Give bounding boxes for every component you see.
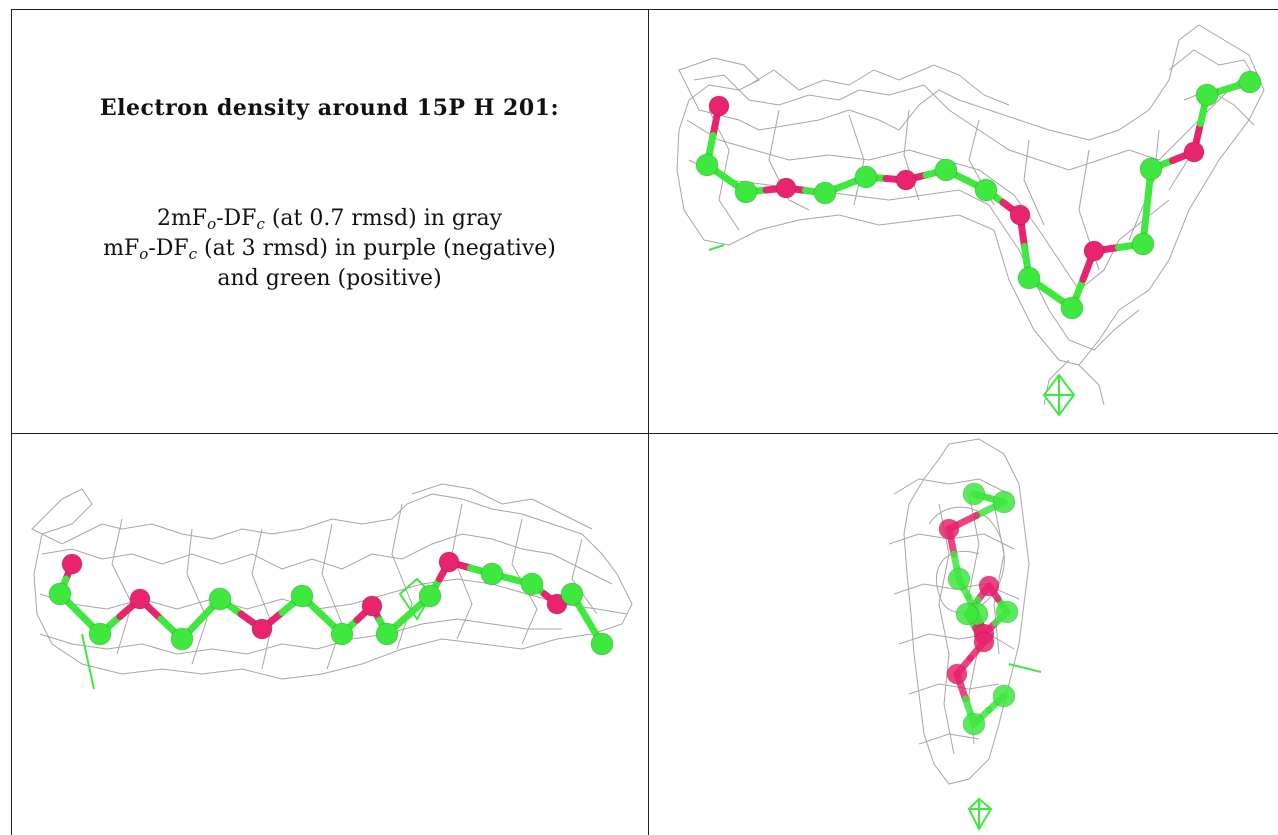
grid-line-top	[11, 9, 1278, 10]
carbon-atom	[290, 584, 314, 608]
carbon-atom	[992, 490, 1016, 514]
oxygen-atom	[361, 595, 383, 617]
molecule-view-top-right	[649, 10, 1278, 433]
figure-description: 2mFo-DFc (at 0.7 rmsd) in gray mFo-DFc (…	[11, 204, 648, 294]
oxygen-atom	[1009, 204, 1031, 226]
carbon-atom	[1238, 70, 1262, 94]
carbon-atom	[1195, 83, 1219, 107]
grid-line-middle-horizontal	[11, 433, 1278, 434]
oxygen-atom	[1083, 240, 1105, 262]
carbon-atom	[974, 178, 998, 202]
oxygen-atom	[946, 663, 968, 685]
positive-density-top-right	[708, 244, 1076, 417]
carbon-atom	[734, 180, 758, 204]
molecule-view-bottom-left	[12, 434, 648, 835]
oxygen-atom	[775, 177, 797, 199]
oxygen-atom	[978, 575, 1000, 597]
carbon-atom	[813, 181, 837, 205]
grid-line-middle	[648, 9, 649, 835]
ligand-chain-bottom-right	[938, 482, 1019, 736]
oxygen-atom	[546, 593, 568, 615]
oxygen-atom	[251, 618, 273, 640]
carbon-atom	[1139, 157, 1163, 181]
description-line-3: and green (positive)	[217, 266, 442, 291]
oxygen-atom	[129, 588, 151, 610]
carbon-atom	[955, 602, 979, 626]
description-line-2: mFo-DFc (at 3 rmsd) in purple (negative)	[103, 236, 556, 263]
carbon-atom	[88, 622, 112, 646]
carbon-atom	[375, 622, 399, 646]
carbon-atom	[1060, 296, 1084, 320]
carbon-atom	[995, 600, 1019, 624]
carbon-atom	[208, 587, 232, 611]
carbon-atom	[330, 622, 354, 646]
carbon-atom	[480, 562, 504, 586]
oxygen-atom	[1183, 141, 1205, 163]
carbon-atom	[947, 567, 971, 591]
density-render-bottom-right	[888, 438, 1042, 832]
oxygen-atom	[938, 518, 960, 540]
carbon-atom	[170, 627, 194, 651]
carbon-atom	[962, 712, 986, 736]
grid-line-left	[11, 9, 12, 835]
ligand-chain-bottom-left	[48, 551, 614, 656]
oxygen-atom	[438, 551, 460, 573]
oxygen-atom	[708, 95, 730, 117]
carbon-atom	[418, 584, 442, 608]
carbon-atom	[1131, 232, 1155, 256]
oxygen-atom	[895, 169, 917, 191]
carbon-atom	[992, 684, 1016, 708]
carbon-atom	[590, 632, 614, 656]
molecule-view-bottom-right	[649, 434, 1278, 835]
figure-grid: Electron density around 15P H 201: 2mFo-…	[11, 9, 1278, 835]
density-render-bottom-left	[31, 483, 633, 690]
carbon-atom	[520, 572, 544, 596]
carbon-atom	[934, 158, 958, 182]
carbon-atom	[854, 165, 878, 189]
positive-density-bottom-right	[967, 663, 1042, 832]
figure-title: Electron density around 15P H 201:	[99, 95, 560, 121]
caption-cell: Electron density around 15P H 201: 2mFo-…	[11, 9, 648, 433]
oxygen-atom	[973, 631, 995, 653]
carbon-atom	[962, 482, 986, 506]
oxygen-atom	[61, 553, 83, 575]
density-render-top-right	[676, 24, 1265, 417]
ligand-chain-top-right	[695, 70, 1262, 320]
density-mesh-top-right	[676, 24, 1265, 406]
carbon-atom	[695, 153, 719, 177]
carbon-atom	[1017, 266, 1041, 290]
carbon-atom	[48, 582, 72, 606]
carbon-atom	[560, 582, 584, 606]
description-line-1: 2mFo-DFc (at 0.7 rmsd) in gray	[156, 206, 503, 233]
